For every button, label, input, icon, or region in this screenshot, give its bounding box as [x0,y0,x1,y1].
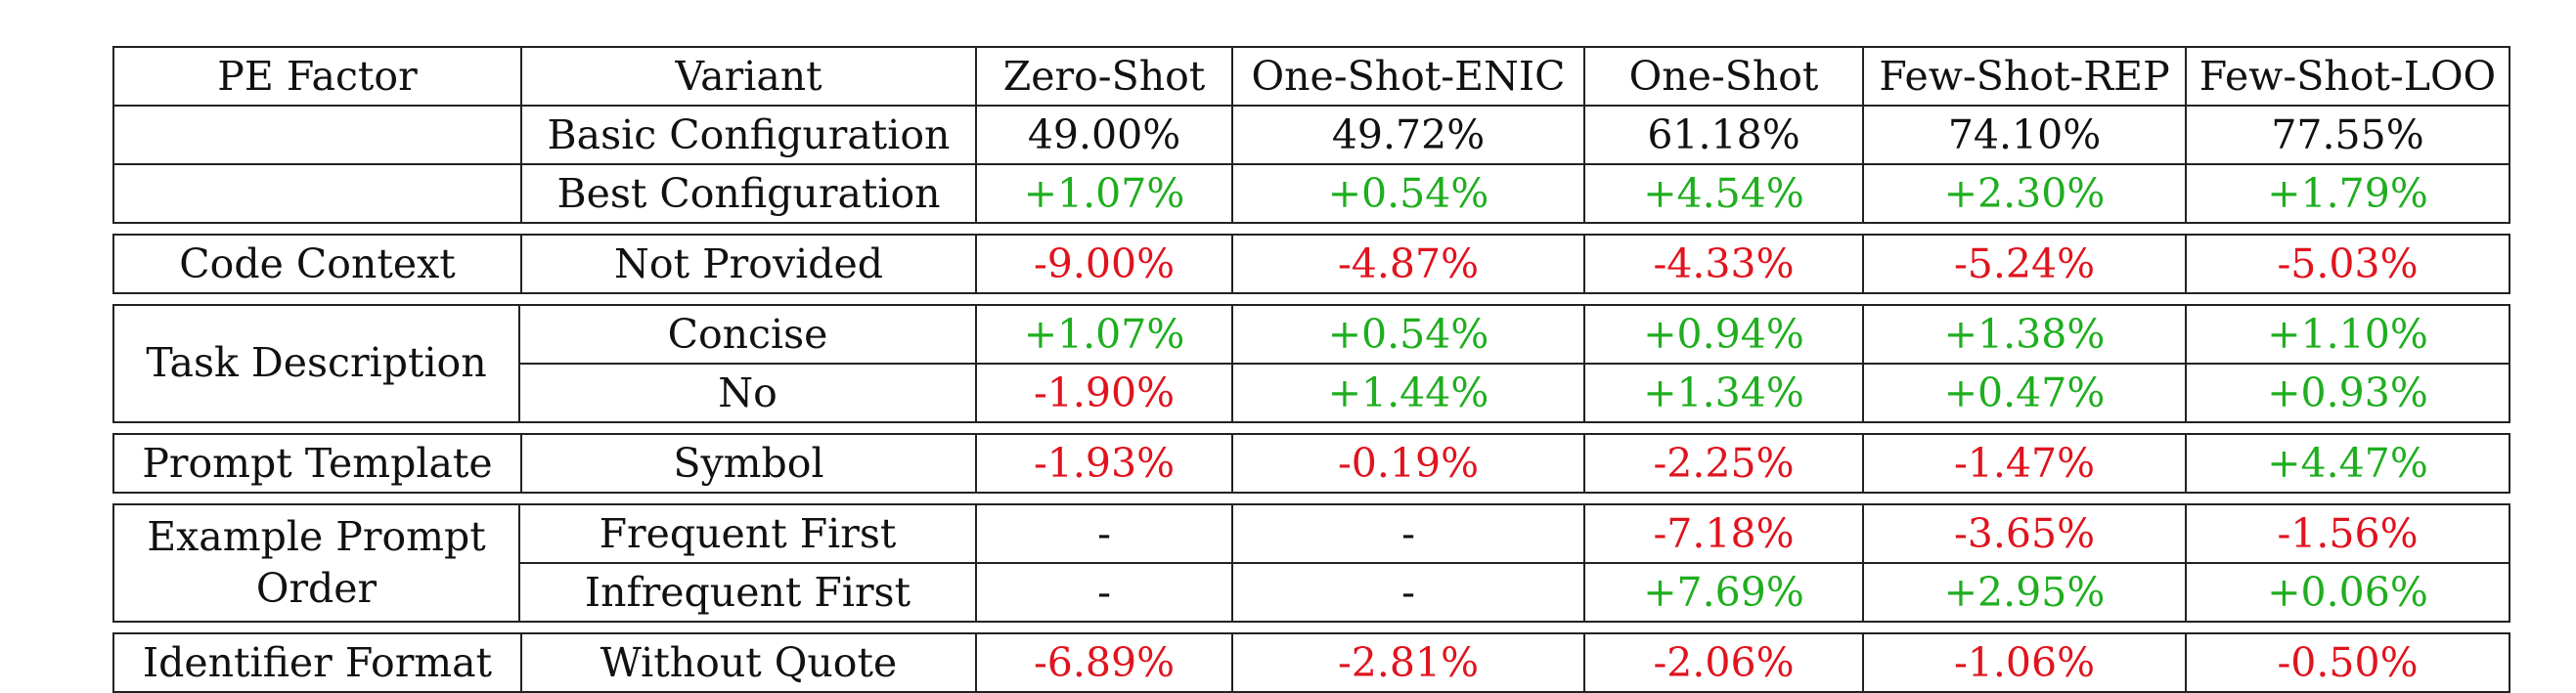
value-cell: +1.79% [2185,165,2509,222]
table-row: Prompt Template Symbol -1.93% -0.19% -2.… [114,435,2509,492]
variant-cell: Not Provided [520,236,975,292]
value-cell: -5.24% [1862,236,2185,292]
factor-cell: Task Description [114,306,520,421]
value-cell: +1.07% [975,165,1231,222]
value-cell: -7.18% [1583,505,1862,562]
value-cell: +4.47% [2185,435,2509,492]
header-one-shot: One-Shot [1583,48,1862,105]
header-zero-shot: Zero-Shot [975,48,1231,105]
factor-cell: Identifier Format [142,638,493,686]
value-cell: +2.30% [1862,165,2185,222]
variant-cell: Best Configuration [520,165,975,222]
table-group-task-description: Task Description Concise +1.07% +0.54% +… [112,304,2510,423]
variant-cell: Basic Configuration [520,107,975,163]
value-cell: +1.10% [2185,306,2509,363]
table-group-example-prompt-order: Example Prompt Order Frequent First - - … [112,503,2510,623]
factor-cell [114,107,520,163]
value-cell: -0.19% [1231,435,1583,492]
value-cell: -6.89% [975,634,1231,691]
value-cell: +2.95% [1862,564,2185,621]
value-cell: -9.00% [975,236,1231,292]
value-cell: 74.10% [1862,107,2185,163]
value-cell: -4.33% [1583,236,1862,292]
value-cell: - [975,505,1231,562]
value-cell: 61.18% [1583,107,1862,163]
value-cell: 49.72% [1231,107,1583,163]
value-cell: -5.03% [2185,236,2509,292]
factor-cell: Prompt Template [142,439,493,487]
value-cell: +0.47% [1862,365,2185,421]
factor-cell: Example Prompt Order [114,505,520,621]
value-cell: - [1231,564,1583,621]
table-row: No -1.90% +1.44% +1.34% +0.47% +0.93% [520,363,2509,421]
results-table: PE Factor Variant Zero-Shot One-Shot-ENI… [112,46,2510,693]
value-cell: +7.69% [1583,564,1862,621]
table-row: Identifier Format Without Quote -6.89% -… [114,634,2509,691]
value-cell: +0.06% [2185,564,2509,621]
value-cell: +0.94% [1583,306,1862,363]
variant-cell: Frequent First [599,509,897,557]
table-row: Basic Configuration 49.00% 49.72% 61.18%… [114,105,2509,163]
header-variant: Variant [520,48,975,105]
variant-cell: No [718,368,777,416]
variant-cell: Concise [667,310,828,358]
header-one-shot-enic: One-Shot-ENIC [1231,48,1583,105]
value-cell: -1.93% [975,435,1231,492]
value-cell: -2.06% [1583,634,1862,691]
table-group-prompt-template: Prompt Template Symbol -1.93% -0.19% -2.… [112,433,2510,494]
table-row: Frequent First - - -7.18% -3.65% -1.56% [520,505,2509,562]
table-row: Infrequent First - - +7.69% +2.95% +0.06… [520,562,2509,621]
header-few-shot-loo: Few-Shot-LOO [2185,48,2509,105]
value-cell: 77.55% [2185,107,2509,163]
table-group-identifier-format: Identifier Format Without Quote -6.89% -… [112,632,2510,693]
table-row: Concise +1.07% +0.54% +0.94% +1.38% +1.1… [520,306,2509,363]
value-cell: - [975,564,1231,621]
value-cell: +0.54% [1231,306,1583,363]
header-few-shot-rep: Few-Shot-REP [1862,48,2185,105]
value-cell: -3.65% [1862,505,2185,562]
header-pe-factor: PE Factor [217,52,418,100]
value-cell: -1.56% [2185,505,2509,562]
variant-cell: Without Quote [520,634,975,691]
table-group-code-context: Code Context Not Provided -9.00% -4.87% … [112,234,2510,294]
value-cell: +0.54% [1231,165,1583,222]
value-cell: +0.93% [2185,365,2509,421]
value-cell: -2.81% [1231,634,1583,691]
header-row: PE Factor Variant Zero-Shot One-Shot-ENI… [114,48,2509,105]
value-cell: -0.50% [2185,634,2509,691]
table-row: Best Configuration +1.07% +0.54% +4.54% … [114,163,2509,222]
value-cell: +1.38% [1862,306,2185,363]
variant-cell: Symbol [520,435,975,492]
factor-cell [114,165,520,222]
value-cell: +1.34% [1583,365,1862,421]
table-group-header: PE Factor Variant Zero-Shot One-Shot-ENI… [112,46,2510,224]
value-cell: - [1231,505,1583,562]
value-cell: +4.54% [1583,165,1862,222]
value-cell: -2.25% [1583,435,1862,492]
value-cell: 49.00% [975,107,1231,163]
value-cell: +1.07% [975,306,1231,363]
value-cell: +1.44% [1231,365,1583,421]
value-cell: -1.47% [1862,435,2185,492]
factor-cell: Code Context [179,239,456,287]
variant-cell: Infrequent First [584,568,911,616]
table-row: Code Context Not Provided -9.00% -4.87% … [114,236,2509,292]
value-cell: -1.06% [1862,634,2185,691]
value-cell: -1.90% [975,365,1231,421]
value-cell: -4.87% [1231,236,1583,292]
